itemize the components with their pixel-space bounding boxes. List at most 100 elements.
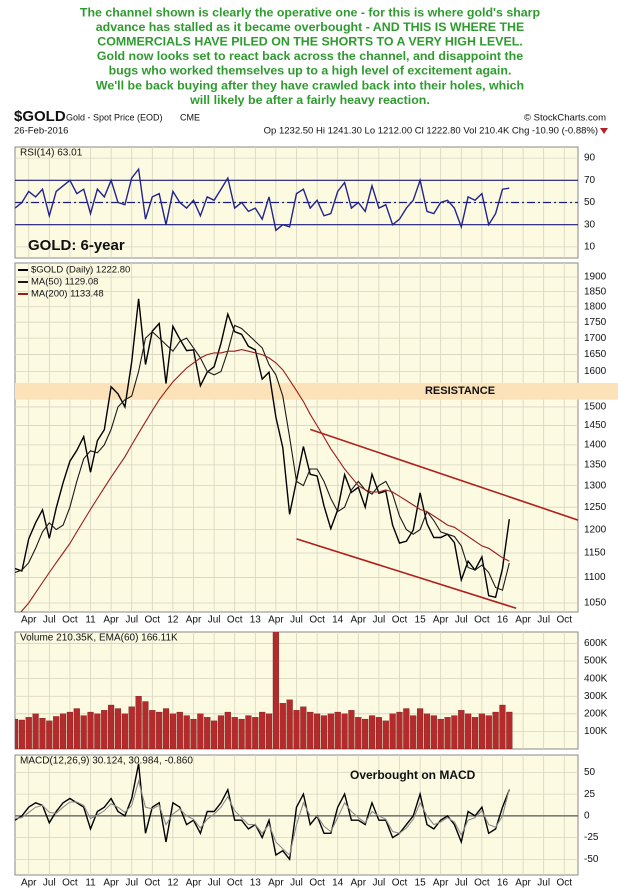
y-tick-label: 1600	[584, 366, 607, 377]
y-tick-label: 1150	[584, 548, 606, 559]
volume-bar	[224, 711, 231, 749]
volume-bar	[252, 717, 259, 749]
volume-bar	[101, 710, 108, 749]
y-tick-label: 30	[584, 219, 596, 230]
x-tick-label: Oct	[62, 878, 78, 889]
x-tick-label: Jul	[208, 878, 221, 889]
y-tick-label: 1400	[584, 440, 607, 451]
x-tick-label: 15	[415, 615, 427, 626]
volume-bar	[362, 718, 369, 749]
volume-bar	[485, 715, 492, 749]
x-tick-label: 15	[415, 878, 427, 889]
volume-bar	[265, 713, 273, 749]
x-tick-label: 13	[250, 878, 262, 889]
volume-bar	[39, 718, 46, 749]
y-tick-label: 1450	[584, 420, 607, 431]
commentary-line: will likely be after a fairly heavy reac…	[189, 93, 430, 107]
instrument-name: Gold - Spot Price (EOD)	[66, 112, 163, 122]
x-tick-label: 11	[85, 878, 96, 889]
volume-bar	[375, 717, 382, 749]
plot-area	[15, 147, 578, 258]
commentary: The channel shown is clearly the operati…	[80, 5, 541, 107]
x-tick-label: Oct	[309, 615, 325, 626]
x-tick-label: Oct	[227, 615, 243, 626]
volume-bar	[231, 717, 238, 749]
volume-bar	[190, 718, 197, 749]
y-tick-label: 1200	[584, 524, 607, 535]
x-tick-label: Jul	[290, 615, 303, 626]
x-tick-label: Oct	[392, 878, 408, 889]
volume-bar	[25, 717, 32, 749]
trendline	[296, 538, 517, 610]
series-line	[15, 763, 510, 862]
volume-bar	[259, 711, 266, 749]
y-tick-label: 1350	[584, 460, 607, 471]
volume-bar	[128, 706, 135, 749]
y-tick-label: -25	[584, 832, 599, 843]
volume-bar	[293, 710, 300, 749]
volume-bar	[437, 718, 444, 749]
series-line	[15, 298, 510, 599]
exchange: CME	[180, 112, 200, 122]
y-tick-label: 1900	[584, 272, 607, 283]
x-tick-label: 16	[497, 615, 509, 626]
x-tick-label: Oct	[474, 878, 490, 889]
x-tick-label: Jul	[43, 878, 56, 889]
volume-bar	[245, 715, 252, 749]
y-tick-label: 1750	[584, 317, 607, 328]
volume-bar	[272, 632, 279, 749]
x-tick-label: Apr	[21, 878, 37, 889]
volume-bar	[506, 711, 513, 749]
volume-bar	[327, 713, 334, 749]
y-tick-label: 300K	[584, 691, 608, 702]
volume-bar	[135, 696, 142, 749]
volume-bar	[53, 716, 60, 749]
series-line	[20, 349, 510, 612]
volume-bar	[204, 717, 211, 749]
down-arrow	[600, 128, 608, 134]
volume-bar	[341, 713, 348, 749]
x-tick-label: Oct	[556, 615, 572, 626]
volume-bar	[451, 715, 458, 749]
x-tick-label: Oct	[145, 878, 161, 889]
x-tick-label: 11	[85, 615, 96, 626]
x-tick-label: Jul	[455, 615, 468, 626]
volume-bar	[382, 720, 389, 749]
commentary-line: bugs who worked themselves up to a high …	[109, 64, 512, 78]
y-tick-label: 1850	[584, 286, 607, 297]
x-tick-label: Oct	[227, 878, 243, 889]
volume-bar	[348, 710, 355, 749]
y-tick-label: 25	[584, 789, 596, 800]
legend-label: MA(200) 1133.48	[31, 289, 104, 300]
y-tick-label: 50	[584, 767, 596, 778]
volume-bar	[458, 710, 465, 749]
x-tick-label: Apr	[268, 615, 284, 626]
volume-bar	[314, 713, 321, 749]
volume-bar	[423, 713, 431, 749]
plot-area	[15, 755, 578, 875]
plot-area	[15, 263, 578, 612]
x-tick-label: Jul	[372, 878, 385, 889]
y-tick-label: -50	[584, 854, 599, 865]
y-tick-label: 1800	[584, 301, 607, 312]
y-tick-label: 90	[584, 153, 596, 164]
volume-bar	[32, 713, 39, 749]
trendline	[309, 428, 578, 521]
commentary-line: The channel shown is clearly the operati…	[80, 5, 541, 19]
volume-bar	[478, 713, 485, 749]
x-tick-label: Apr	[186, 615, 202, 626]
commentary-line: COMMERCIALS HAVE PILED ON THE SHORTS TO …	[97, 34, 522, 48]
volume-bar	[444, 717, 451, 749]
y-tick-label: 500K	[584, 656, 608, 667]
y-tick-label: 1700	[584, 333, 607, 344]
date: 26-Feb-2016	[14, 126, 68, 137]
x-tick-label: Apr	[351, 615, 367, 626]
x-tick-label: 14	[332, 878, 344, 889]
volume-bar	[73, 708, 80, 749]
volume-bar	[417, 708, 424, 749]
x-tick-label: Apr	[103, 878, 119, 889]
volume-bar	[80, 715, 87, 749]
volume-bar	[389, 713, 396, 749]
volume-bar	[471, 717, 479, 749]
